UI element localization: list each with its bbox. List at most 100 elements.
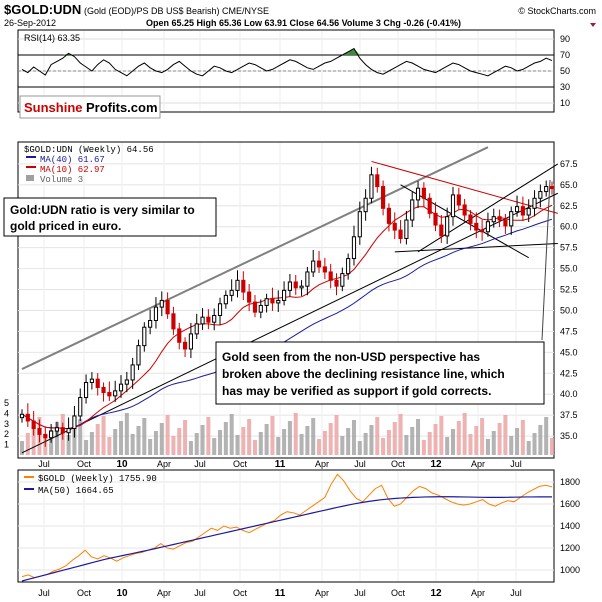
volume-bar — [183, 420, 188, 455]
volume-bar — [89, 432, 94, 455]
candle-body — [433, 212, 438, 226]
volume-bar — [25, 433, 30, 455]
x-axis-label: Jul — [194, 459, 206, 469]
volume-bar — [346, 428, 351, 455]
volume-bar — [340, 436, 345, 455]
volume-bar — [223, 422, 228, 455]
candle-body — [282, 289, 287, 301]
x-axis-label: Apr — [157, 588, 171, 598]
volume-bar — [153, 431, 158, 455]
candle-body — [497, 216, 502, 221]
candle-body — [188, 333, 193, 350]
x-axis-label: 10 — [116, 459, 128, 470]
gold-tick-label: 1400 — [560, 521, 580, 531]
dropdown-arrow-icon[interactable] — [590, 23, 596, 27]
volume-bar — [264, 424, 269, 455]
volume-bar — [194, 433, 199, 455]
legend-gold-ma50: MA(50) 1664.65 — [38, 486, 114, 496]
candle-body — [200, 316, 205, 325]
rsi-line — [21, 47, 553, 77]
x-axis-label: 11 — [275, 588, 286, 599]
candle-body — [142, 326, 147, 347]
volume-bar — [450, 429, 456, 455]
price-tick-label: 50.0 — [560, 305, 578, 315]
volume-tick-label: 4 — [4, 408, 9, 418]
volume-bar — [107, 437, 112, 455]
candle-body — [445, 216, 450, 237]
candle-body — [381, 186, 386, 209]
volume-bar — [171, 436, 176, 455]
price-tick-label: 62.5 — [560, 201, 578, 211]
volume-bar — [66, 435, 71, 455]
price-panel: 35.0 37.5 40.0 42.5 45.0 47.5 50.0 52.5 55.0 57.5… — [3, 141, 578, 459]
volume-bar — [282, 429, 287, 455]
candle-body — [386, 207, 392, 224]
candle-body — [83, 381, 89, 399]
volume-bar — [252, 440, 257, 455]
candle-body — [212, 314, 217, 323]
candle-body — [351, 236, 357, 260]
x-axis-label: Apr — [471, 588, 485, 598]
breakout-note-line3: has may be verified as support if gold c… — [222, 384, 491, 398]
candle-body — [229, 289, 234, 296]
candle-body — [357, 211, 362, 238]
candle-body — [305, 271, 310, 287]
volume-bar — [328, 423, 333, 455]
volume-bar — [311, 418, 316, 455]
candle-body — [450, 194, 456, 218]
candle-body — [346, 258, 351, 275]
price-tick-label: 37.5 — [560, 410, 578, 420]
volume-bar — [509, 436, 514, 455]
price-legend: $GOLD:UDN (Weekly) 64.56 MA(40) 61.67 MA… — [24, 145, 154, 185]
volume-bar — [142, 418, 147, 455]
rsi-overbought-area — [348, 48, 354, 55]
rsi-tick-label: 70 — [560, 50, 570, 60]
candle-body — [113, 390, 118, 397]
price-tick-label: 52.5 — [560, 285, 578, 295]
ratio-note-line2: gold priced in euro. — [10, 219, 121, 233]
volume-bar — [136, 426, 141, 455]
breakout-note-pointer — [541, 179, 551, 341]
candle-body — [217, 303, 223, 316]
volume-bar — [317, 439, 322, 455]
volume-bar — [433, 424, 438, 455]
candle-body — [520, 206, 525, 216]
volume-bar — [148, 439, 153, 455]
sunshine-profits-logo: Sunshine Profits.com — [19, 95, 161, 119]
candle-body — [72, 415, 77, 430]
volume-bar — [84, 440, 89, 455]
candle-body — [316, 260, 322, 268]
x-axis-label: Oct — [233, 588, 248, 598]
x-axis-label: Jul — [38, 459, 50, 469]
trend-line — [21, 146, 489, 370]
candle-body — [404, 219, 409, 239]
x-axis-bottom: Jul Oct 10 Apr Jul Oct 11 Apr Jul Oct 12 Apr Jul — [38, 588, 522, 599]
volume-bar — [357, 441, 362, 455]
gold-ma50-line — [21, 496, 553, 582]
rsi-tick-label: 90 — [560, 34, 570, 44]
volume-bar — [287, 421, 292, 455]
candle-body — [544, 186, 549, 193]
candle-body — [66, 428, 71, 434]
legend-volume-swatch — [26, 175, 34, 181]
volume-bar — [445, 437, 450, 455]
volume-bar — [456, 421, 461, 455]
x-axis-label: Oct — [391, 588, 406, 598]
logo-text-sunshine: Sunshine — [24, 100, 83, 115]
candle-body — [462, 204, 467, 216]
breakout-note-line2: broken above the declining resistance li… — [222, 367, 505, 381]
volume-bar — [515, 428, 520, 455]
volume-bar — [439, 416, 444, 455]
price-tick-label: 35.0 — [560, 431, 578, 441]
price-tick-label: 67.5 — [560, 159, 578, 169]
candle-body — [293, 281, 298, 289]
candle-body — [124, 379, 129, 385]
candle-body — [148, 320, 153, 328]
volume-tick-label: 3 — [4, 419, 9, 429]
volume-bar — [497, 423, 502, 455]
volume-bar — [165, 415, 170, 455]
candle-body — [392, 222, 397, 231]
candle-body — [538, 191, 543, 199]
gold-y-ticks: 1000 1200 1400 1600 1800 — [560, 477, 580, 575]
